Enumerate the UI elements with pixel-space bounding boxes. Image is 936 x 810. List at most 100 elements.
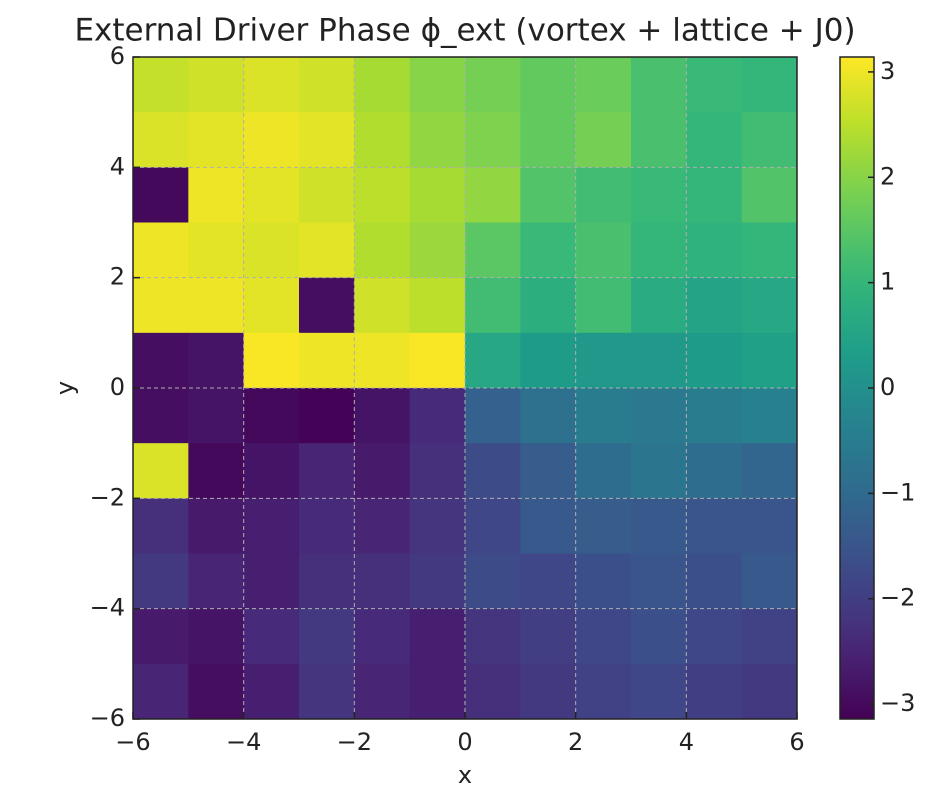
heatmap-cell <box>575 57 632 113</box>
heatmap-cell <box>409 663 466 720</box>
heatmap-cell <box>575 443 632 499</box>
heatmap-cell <box>631 663 687 720</box>
heatmap-cell <box>188 57 245 113</box>
heatmap-cell <box>133 443 189 499</box>
heatmap-cell <box>299 498 355 554</box>
heatmap-cell <box>631 57 687 113</box>
heatmap-cell <box>631 553 687 610</box>
heatmap-cell <box>354 443 411 499</box>
x-tick-label: 0 <box>457 728 472 756</box>
x-axis-label: x <box>458 761 472 789</box>
heatmap-cell <box>243 332 300 389</box>
heatmap-cell <box>465 553 521 610</box>
heatmap-cell <box>243 222 300 279</box>
heatmap-cell <box>243 663 300 720</box>
heatmap-cell <box>243 443 300 499</box>
heatmap-cell <box>465 443 521 499</box>
heatmap-cell <box>243 57 300 113</box>
heatmap-cell <box>741 112 798 168</box>
heatmap-cell <box>243 277 300 334</box>
heatmap-cell <box>520 498 577 554</box>
heatmap-cell <box>188 332 245 389</box>
heatmap-cell <box>243 553 300 610</box>
heatmap-cell <box>299 167 355 223</box>
heatmap-cell <box>575 388 632 444</box>
heatmap-cell <box>354 498 411 554</box>
colorbar-tick-label: −2 <box>880 584 915 612</box>
heatmap-cell <box>188 222 245 279</box>
heatmap-cell <box>465 222 521 279</box>
heatmap-cell <box>631 608 687 665</box>
heatmap-cell <box>520 222 577 279</box>
heatmap-cell <box>243 498 300 554</box>
heatmap-cell <box>686 332 743 389</box>
heatmap-cell <box>741 443 798 499</box>
heatmap-cell <box>133 332 189 389</box>
x-tick-label: 4 <box>679 728 694 756</box>
heatmap-cell <box>686 57 743 113</box>
heatmap-cell <box>741 332 798 389</box>
heatmap-cell <box>188 498 245 554</box>
heatmap-cell <box>741 608 798 665</box>
heatmap-cell <box>243 608 300 665</box>
heatmap-cell <box>741 663 798 720</box>
heatmap-cell <box>465 608 521 665</box>
heatmap-cell <box>409 57 466 113</box>
heatmap-cell <box>354 57 411 113</box>
heatmap-cell <box>575 663 632 720</box>
heatmap-cell <box>575 332 632 389</box>
heatmap-cell <box>409 277 466 334</box>
heatmap-cell <box>243 167 300 223</box>
heatmap-cell <box>299 388 355 444</box>
x-tick-label: −2 <box>337 728 372 756</box>
heatmap-cell <box>409 608 466 665</box>
heatmap-cell <box>133 112 189 168</box>
heatmap-cell <box>354 112 411 168</box>
y-tick-label: −6 <box>90 704 125 732</box>
heatmap-cell <box>631 332 687 389</box>
heatmap-cell <box>575 498 632 554</box>
heatmap-cell <box>520 443 577 499</box>
heatmap-cell <box>631 443 687 499</box>
heatmap-cell <box>741 553 798 610</box>
heatmap-cell <box>409 498 466 554</box>
heatmap-cell <box>409 332 466 389</box>
heatmap-cell <box>188 277 245 334</box>
y-tick-label: 2 <box>110 263 125 291</box>
heatmap-cell <box>188 443 245 499</box>
heatmap-cell <box>133 388 189 444</box>
heatmap-cell <box>133 57 189 113</box>
heatmap-cell <box>409 167 466 223</box>
heatmap-cell <box>631 112 687 168</box>
heatmap-cell <box>299 663 355 720</box>
heatmap-cell <box>520 112 577 168</box>
heatmap-cell <box>188 663 245 720</box>
colorbar-tick-label: −3 <box>880 689 915 717</box>
y-tick-label: −4 <box>90 594 125 622</box>
heatmap-cell <box>686 277 743 334</box>
heatmap-cell <box>188 112 245 168</box>
heatmap-cell <box>133 277 189 334</box>
heatmap-cell <box>299 332 355 389</box>
heatmap-cell <box>520 388 577 444</box>
heatmap-cell <box>575 222 632 279</box>
heatmap-cell <box>686 112 743 168</box>
heatmap-cell <box>686 498 743 554</box>
heatmap-cell <box>686 663 743 720</box>
heatmap-cell <box>465 332 521 389</box>
heatmap-cell <box>409 388 466 444</box>
heatmap-cell <box>631 388 687 444</box>
heatmap-cell <box>188 553 245 610</box>
heatmap-cell <box>188 608 245 665</box>
heatmap-cell <box>354 167 411 223</box>
heatmap-cell <box>299 277 355 334</box>
heatmap-cell <box>575 553 632 610</box>
heatmap-cell <box>354 388 411 444</box>
colorbar-tick-label: 2 <box>880 162 895 190</box>
heatmap-cell <box>354 332 411 389</box>
heatmap-cell <box>631 222 687 279</box>
heatmap-cell <box>465 112 521 168</box>
heatmap-cell <box>133 167 189 223</box>
heatmap-cell <box>465 498 521 554</box>
